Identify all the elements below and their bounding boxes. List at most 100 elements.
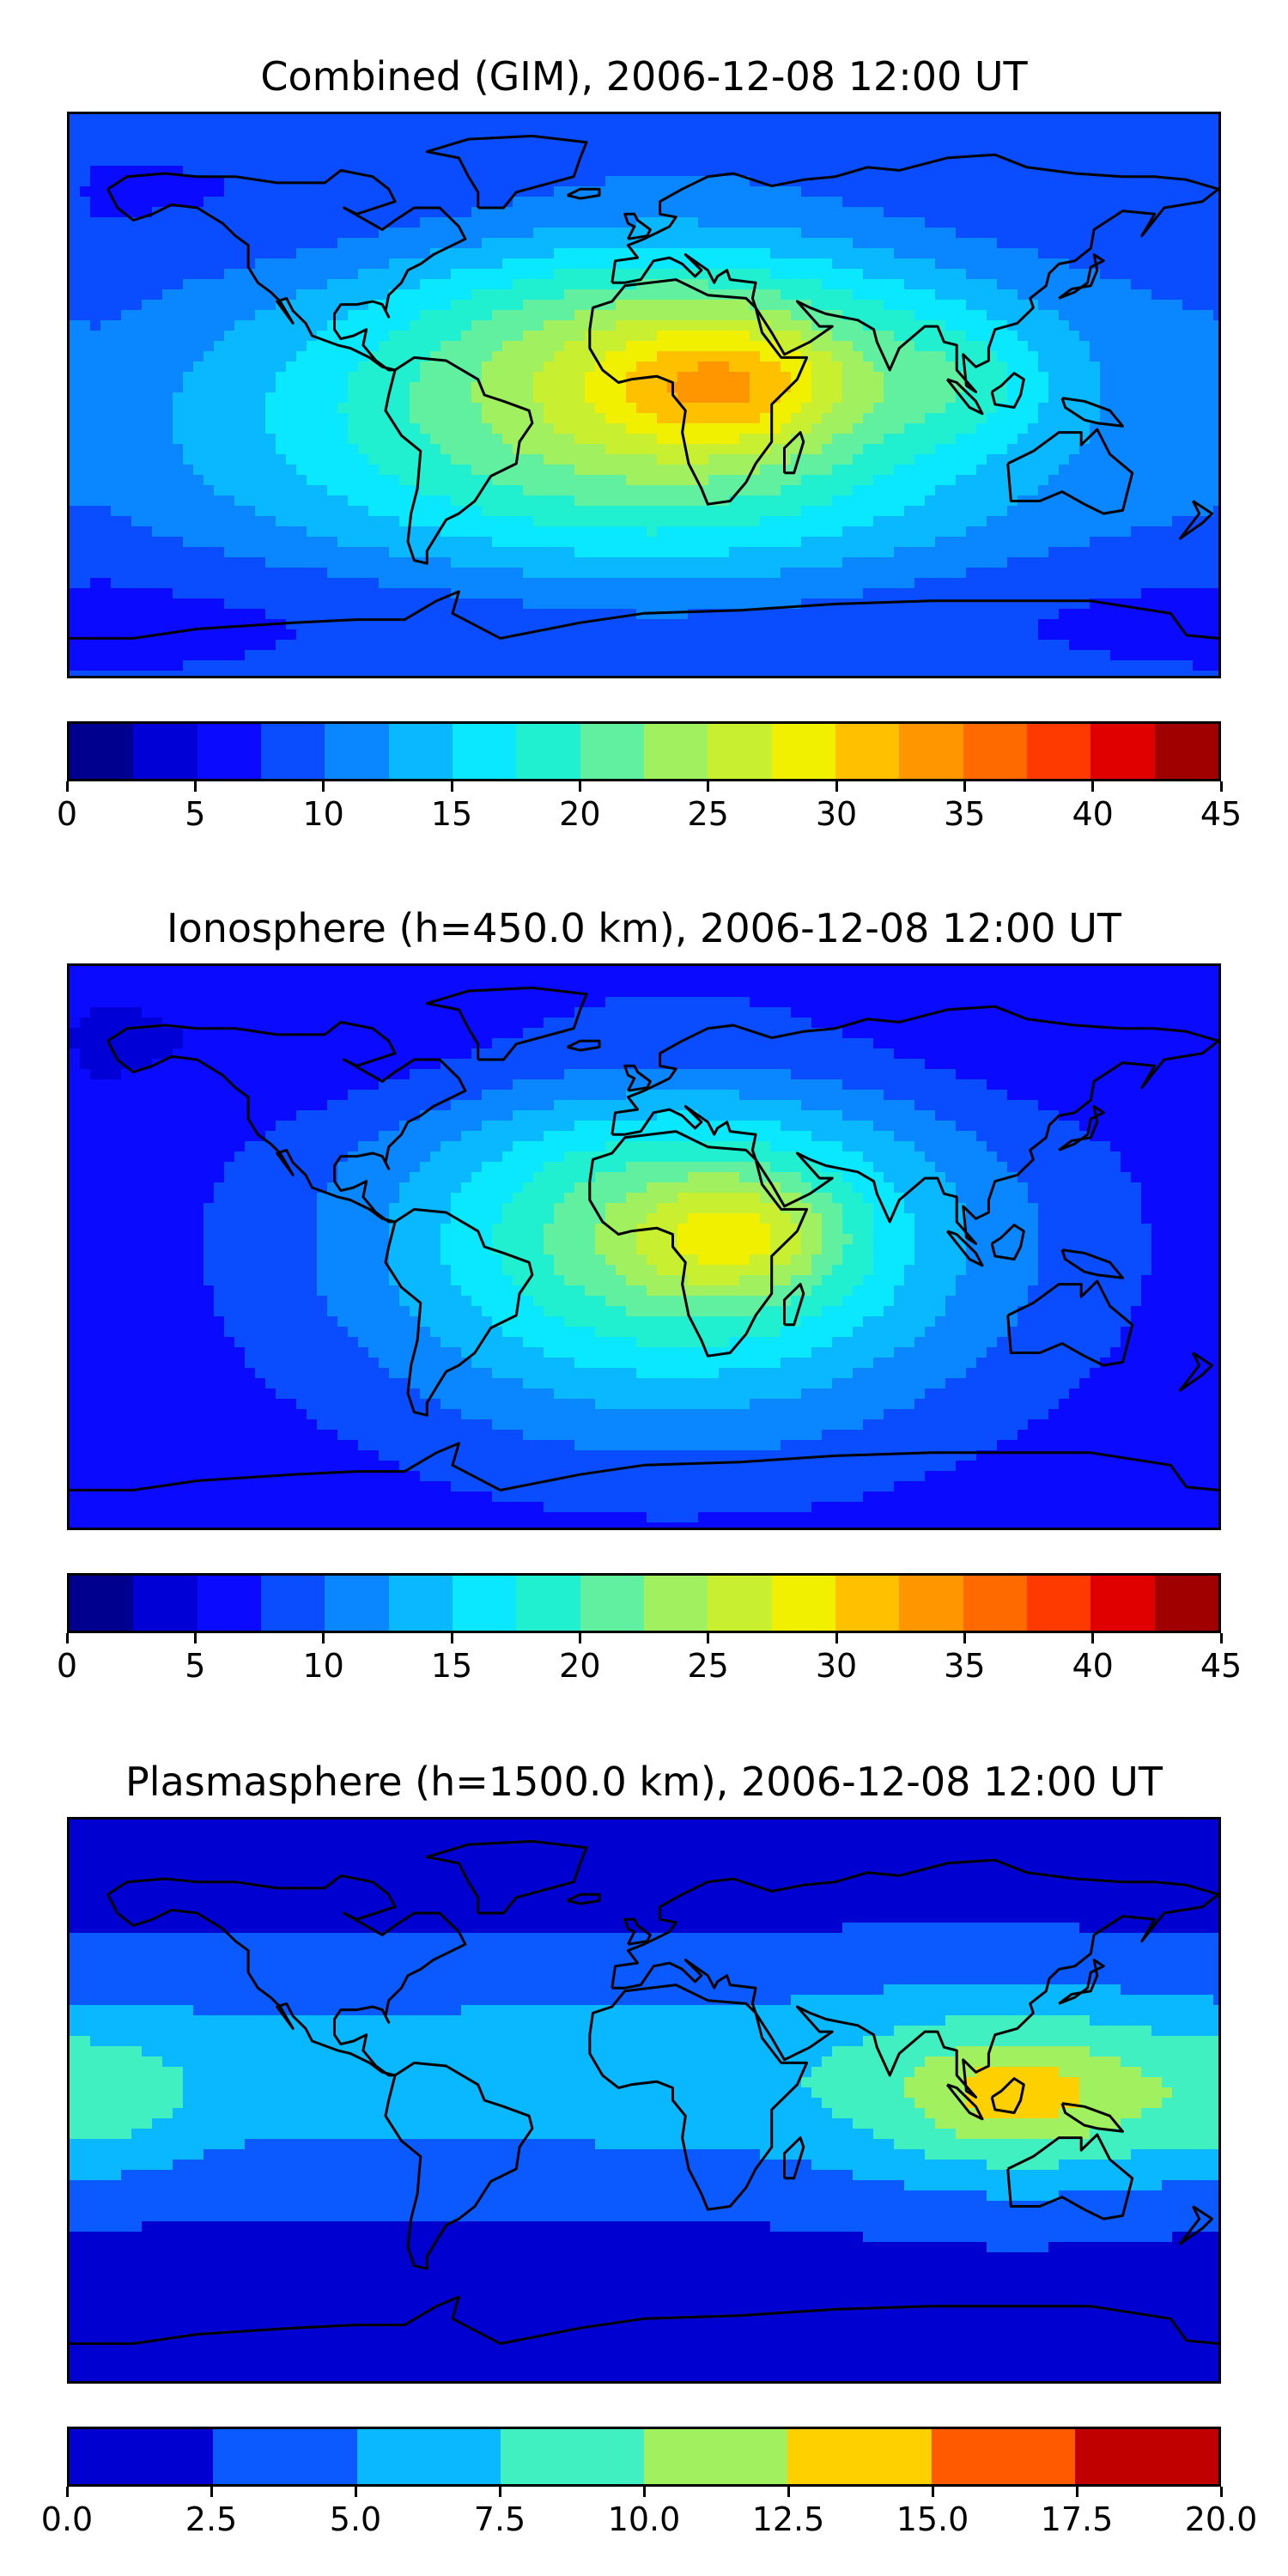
heatmap-cell: [1038, 238, 1049, 249]
heatmap-cell: [647, 485, 658, 496]
heatmap-cell: [410, 454, 421, 465]
heatmap-cell: [420, 238, 431, 249]
heatmap-cell: [997, 135, 1008, 146]
heatmap-cell: [131, 320, 143, 331]
heatmap-cell: [853, 238, 864, 249]
heatmap-cell: [317, 228, 328, 239]
heatmap-cell: [533, 289, 544, 301]
heatmap-cell: [183, 485, 194, 496]
heatmap-cell: [842, 465, 854, 476]
heatmap-cell: [70, 331, 81, 342]
heatmap-cell: [245, 361, 256, 373]
heatmap-cell: [945, 166, 957, 177]
heatmap-cell: [224, 372, 235, 383]
heatmap-cell: [1162, 372, 1173, 383]
heatmap-cell: [265, 547, 276, 558]
heatmap-cell: [1151, 310, 1163, 321]
heatmap-cell: [111, 300, 122, 311]
heatmap-cell: [399, 331, 410, 342]
heatmap-cell: [1193, 125, 1204, 136]
heatmap-cell: [554, 351, 565, 362]
heatmap-cell: [853, 361, 864, 373]
heatmap-cell: [286, 413, 297, 424]
heatmap-cell: [647, 434, 658, 445]
heatmap-cell: [739, 166, 750, 177]
heatmap-cell: [1141, 145, 1152, 156]
heatmap-cell: [1059, 114, 1070, 125]
heatmap-cell: [636, 155, 647, 167]
heatmap-cell: [842, 155, 854, 167]
heatmap-cell: [781, 166, 792, 177]
heatmap-cell: [1203, 310, 1214, 321]
heatmap-cell: [822, 228, 833, 239]
heatmap-cell: [193, 526, 204, 538]
heatmap-cell: [173, 465, 184, 476]
heatmap-cell: [255, 320, 266, 331]
heatmap-cell: [121, 444, 132, 455]
heatmap-cell: [945, 351, 957, 362]
heatmap-cell: [399, 135, 410, 146]
heatmap-cell: [327, 186, 338, 197]
heatmap-cell: [605, 166, 617, 177]
heatmap-cell: [1007, 279, 1018, 290]
heatmap-cell: [1038, 526, 1049, 538]
heatmap-cell: [368, 557, 380, 568]
heatmap-cell: [945, 495, 957, 507]
heatmap-cell: [997, 207, 1008, 218]
heatmap-cell: [935, 454, 946, 465]
heatmap-cell: [904, 248, 915, 259]
heatmap-cell: [914, 444, 926, 455]
heatmap-cell: [255, 434, 266, 445]
heatmap-cell: [482, 361, 493, 373]
heatmap-cell: [904, 475, 915, 486]
heatmap-cell: [976, 279, 987, 290]
heatmap-cell: [636, 145, 647, 156]
heatmap-cell: [152, 145, 163, 156]
heatmap-cell: [70, 475, 81, 486]
heatmap-cell: [574, 465, 586, 476]
heatmap-cell: [245, 434, 256, 445]
heatmap-cell: [307, 568, 318, 579]
heatmap-cell: [956, 485, 967, 496]
heatmap-cell: [595, 114, 606, 125]
heatmap-cell: [873, 114, 884, 125]
heatmap-cell: [204, 351, 215, 362]
heatmap-cell: [1059, 310, 1070, 321]
heatmap-cell: [781, 475, 792, 486]
heatmap-cell: [358, 269, 369, 280]
heatmap-cell: [1059, 547, 1070, 558]
heatmap-cell: [647, 547, 658, 558]
heatmap-cell: [245, 444, 256, 455]
heatmap-cell: [121, 197, 132, 208]
heatmap-cell: [234, 197, 246, 208]
heatmap-cell: [1131, 197, 1142, 208]
heatmap-cell: [945, 145, 957, 156]
heatmap-cell: [739, 413, 750, 424]
heatmap-cell: [296, 361, 307, 373]
heatmap-cell: [317, 114, 328, 125]
heatmap-cell: [482, 403, 493, 414]
heatmap-cell: [358, 495, 369, 507]
heatmap-cell: [822, 475, 833, 486]
heatmap-cell: [956, 516, 967, 527]
heatmap-cell: [142, 351, 153, 362]
heatmap-cell: [832, 238, 843, 249]
heatmap-cell: [544, 392, 555, 404]
heatmap-cell: [296, 248, 307, 259]
heatmap-cell: [307, 485, 318, 496]
heatmap-cell: [801, 444, 812, 455]
heatmap-cell: [1151, 125, 1163, 136]
heatmap-cell: [1100, 166, 1111, 177]
heatmap-cell: [327, 125, 338, 136]
heatmap-cell: [204, 248, 215, 259]
heatmap-cell: [286, 475, 297, 486]
heatmap-cell: [1079, 176, 1091, 187]
heatmap-cell: [379, 423, 390, 434]
heatmap-cell: [544, 444, 555, 455]
heatmap-cell: [853, 300, 864, 311]
heatmap-cell: [616, 547, 627, 558]
heatmap-cell: [100, 526, 112, 538]
heatmap-cell: [502, 228, 513, 239]
heatmap-cell: [904, 197, 915, 208]
heatmap-cell: [379, 125, 390, 136]
